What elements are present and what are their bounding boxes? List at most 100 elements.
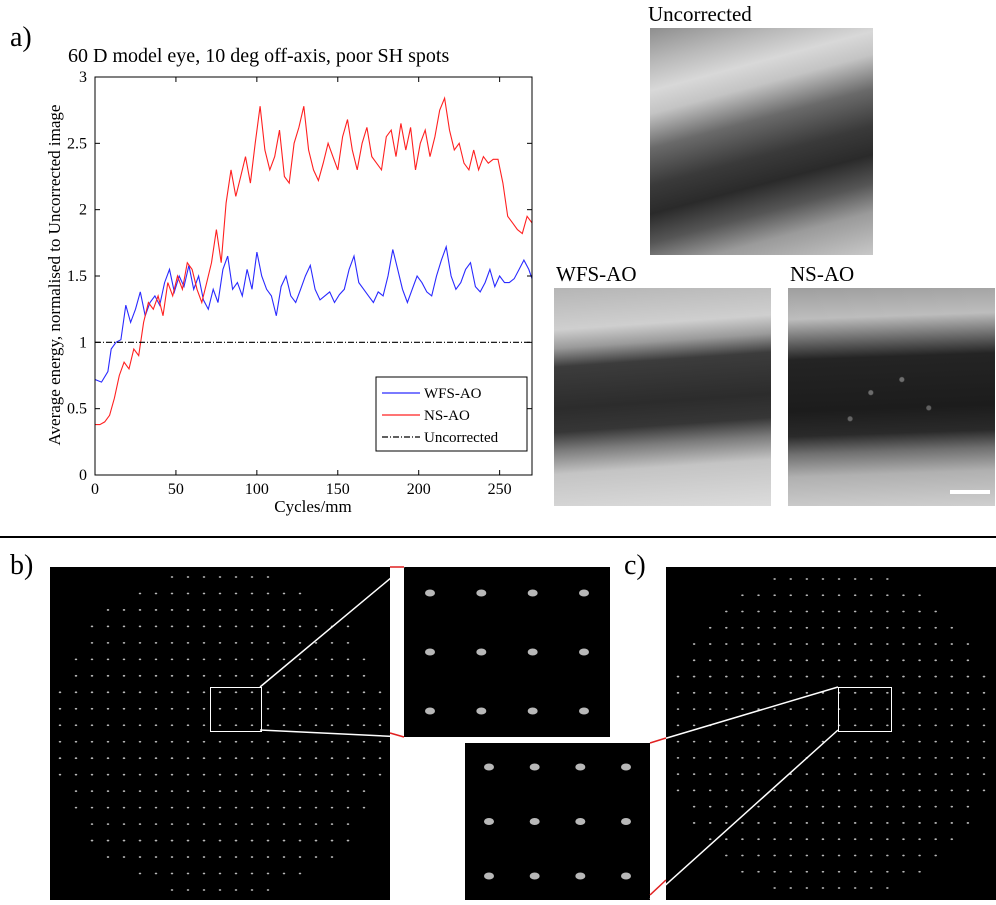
sh-spot (378, 757, 382, 760)
sh-spot (122, 674, 126, 677)
sh-spot (676, 708, 680, 711)
sh-spot (74, 724, 78, 727)
sh-spot (154, 839, 158, 842)
sh-spot (378, 740, 382, 743)
sh-spot (186, 823, 190, 826)
sh-spot (789, 724, 793, 727)
sh-spot (575, 872, 586, 880)
sh-spot (282, 872, 286, 875)
sh-spot (122, 790, 126, 793)
sh-spot (138, 757, 142, 760)
sh-spot (138, 856, 142, 858)
sh-spot (789, 756, 793, 759)
sh-spot (298, 806, 302, 809)
sh-spot (966, 691, 970, 694)
sh-spot (154, 691, 158, 694)
sh-spot (692, 805, 696, 808)
sh-spot (218, 658, 222, 661)
sh-spot (346, 724, 350, 727)
sh-spot (773, 626, 776, 629)
sh-spot (886, 773, 889, 776)
sh-spot (837, 887, 841, 889)
connector-line (649, 879, 667, 896)
sh-spot (154, 609, 158, 611)
sh-spot (90, 724, 94, 727)
sh-spot (234, 740, 238, 743)
sh-spot (250, 872, 254, 875)
sh-spot (869, 789, 873, 792)
sh-spot (902, 691, 905, 694)
zoom-box-b (210, 687, 262, 732)
sh-spot (741, 659, 744, 662)
sh-spot (330, 790, 334, 793)
sh-spot (869, 610, 873, 613)
sh-spot (853, 870, 857, 873)
sh-spot (676, 691, 680, 694)
sh-spot (692, 659, 696, 662)
sh-spot (708, 724, 712, 727)
sh-spot (789, 838, 793, 841)
sh-spot (202, 691, 206, 694)
sh-spot (138, 839, 142, 842)
sh-spot (902, 626, 905, 629)
sh-spot (138, 740, 142, 743)
x-tick-label: 250 (488, 481, 512, 498)
sh-spot (805, 724, 809, 727)
sh-spot (853, 578, 857, 580)
sh-spot (950, 708, 954, 711)
sh-spot (934, 756, 937, 759)
sh-spot (853, 659, 857, 662)
sh-spot (692, 643, 696, 645)
sh-spot (886, 626, 889, 629)
sh-spot (170, 625, 174, 628)
sh-spot (773, 789, 776, 792)
sh-spot (202, 707, 206, 710)
sh-spot (725, 643, 728, 645)
sh-spot (266, 790, 270, 793)
sh-spot (805, 578, 809, 580)
sh-spot (106, 806, 110, 809)
sh-spot (250, 790, 254, 793)
sh-spot (282, 707, 286, 710)
sh-spot (346, 641, 350, 644)
sh-spot (821, 740, 825, 743)
sh-spot (266, 609, 270, 611)
sh-spot (202, 740, 206, 743)
sh-spot (579, 707, 589, 715)
sh-spot (234, 724, 238, 727)
sh-spot (170, 658, 174, 661)
sh-spot (218, 839, 222, 842)
sh-spot (314, 691, 318, 694)
sh-spot (250, 576, 254, 578)
sh-spot (218, 576, 222, 578)
sh-spot (138, 823, 142, 826)
sh-spot (708, 838, 712, 841)
sh-spot (853, 773, 857, 776)
sh-spot (378, 691, 382, 694)
sh-spot (330, 839, 334, 842)
wfs-ao-image-label: WFS-AO (556, 262, 637, 286)
sh-spot (362, 806, 366, 809)
sh-spot (266, 691, 270, 694)
sh-spot (74, 658, 78, 661)
sh-spot (579, 589, 589, 597)
sh-spot (170, 609, 174, 611)
sh-spot (853, 805, 857, 808)
sh-spot (886, 756, 889, 759)
sh-spot (170, 839, 174, 842)
sh-spot (266, 806, 270, 809)
sh-spot (170, 691, 174, 694)
sh-spot (58, 757, 62, 760)
sh-spot (186, 625, 190, 628)
legend-entry-wfs-ao: WFS-AO (424, 386, 482, 402)
sh-spot (886, 789, 889, 792)
sh-spot (982, 740, 986, 743)
sh-spot (621, 763, 631, 771)
sh-spot (346, 790, 350, 793)
sh-spot (950, 822, 954, 824)
sh-spot (218, 691, 222, 694)
sh-spot (186, 757, 190, 760)
sh-spot (58, 691, 62, 694)
sh-spot (74, 790, 78, 793)
sh-spot (725, 822, 728, 824)
